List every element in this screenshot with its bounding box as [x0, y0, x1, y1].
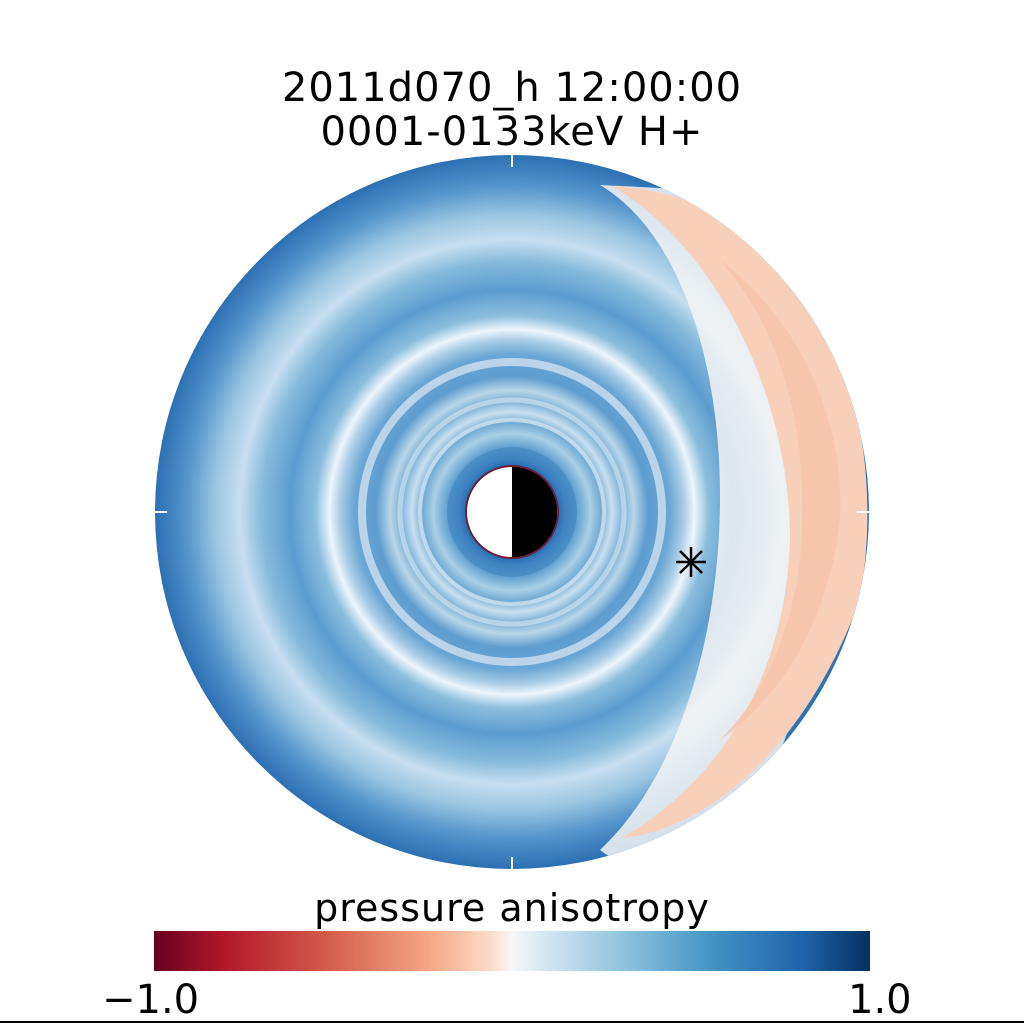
asterisk-marker-icon	[676, 547, 706, 577]
colorbar-label: pressure anisotropy	[314, 886, 710, 930]
colorbar-min-label: −1.0	[102, 977, 200, 1023]
negative-anisotropy-region	[612, 186, 868, 838]
chart-title: 2011d070_h 12:00:00	[281, 65, 743, 111]
earth-icon	[465, 465, 559, 559]
negative-anisotropy-core	[720, 260, 841, 740]
colorbar	[154, 931, 870, 971]
colorbar-max-label: 1.0	[848, 977, 912, 1023]
chart-subtitle: 0001-0133keV H+	[320, 109, 704, 155]
